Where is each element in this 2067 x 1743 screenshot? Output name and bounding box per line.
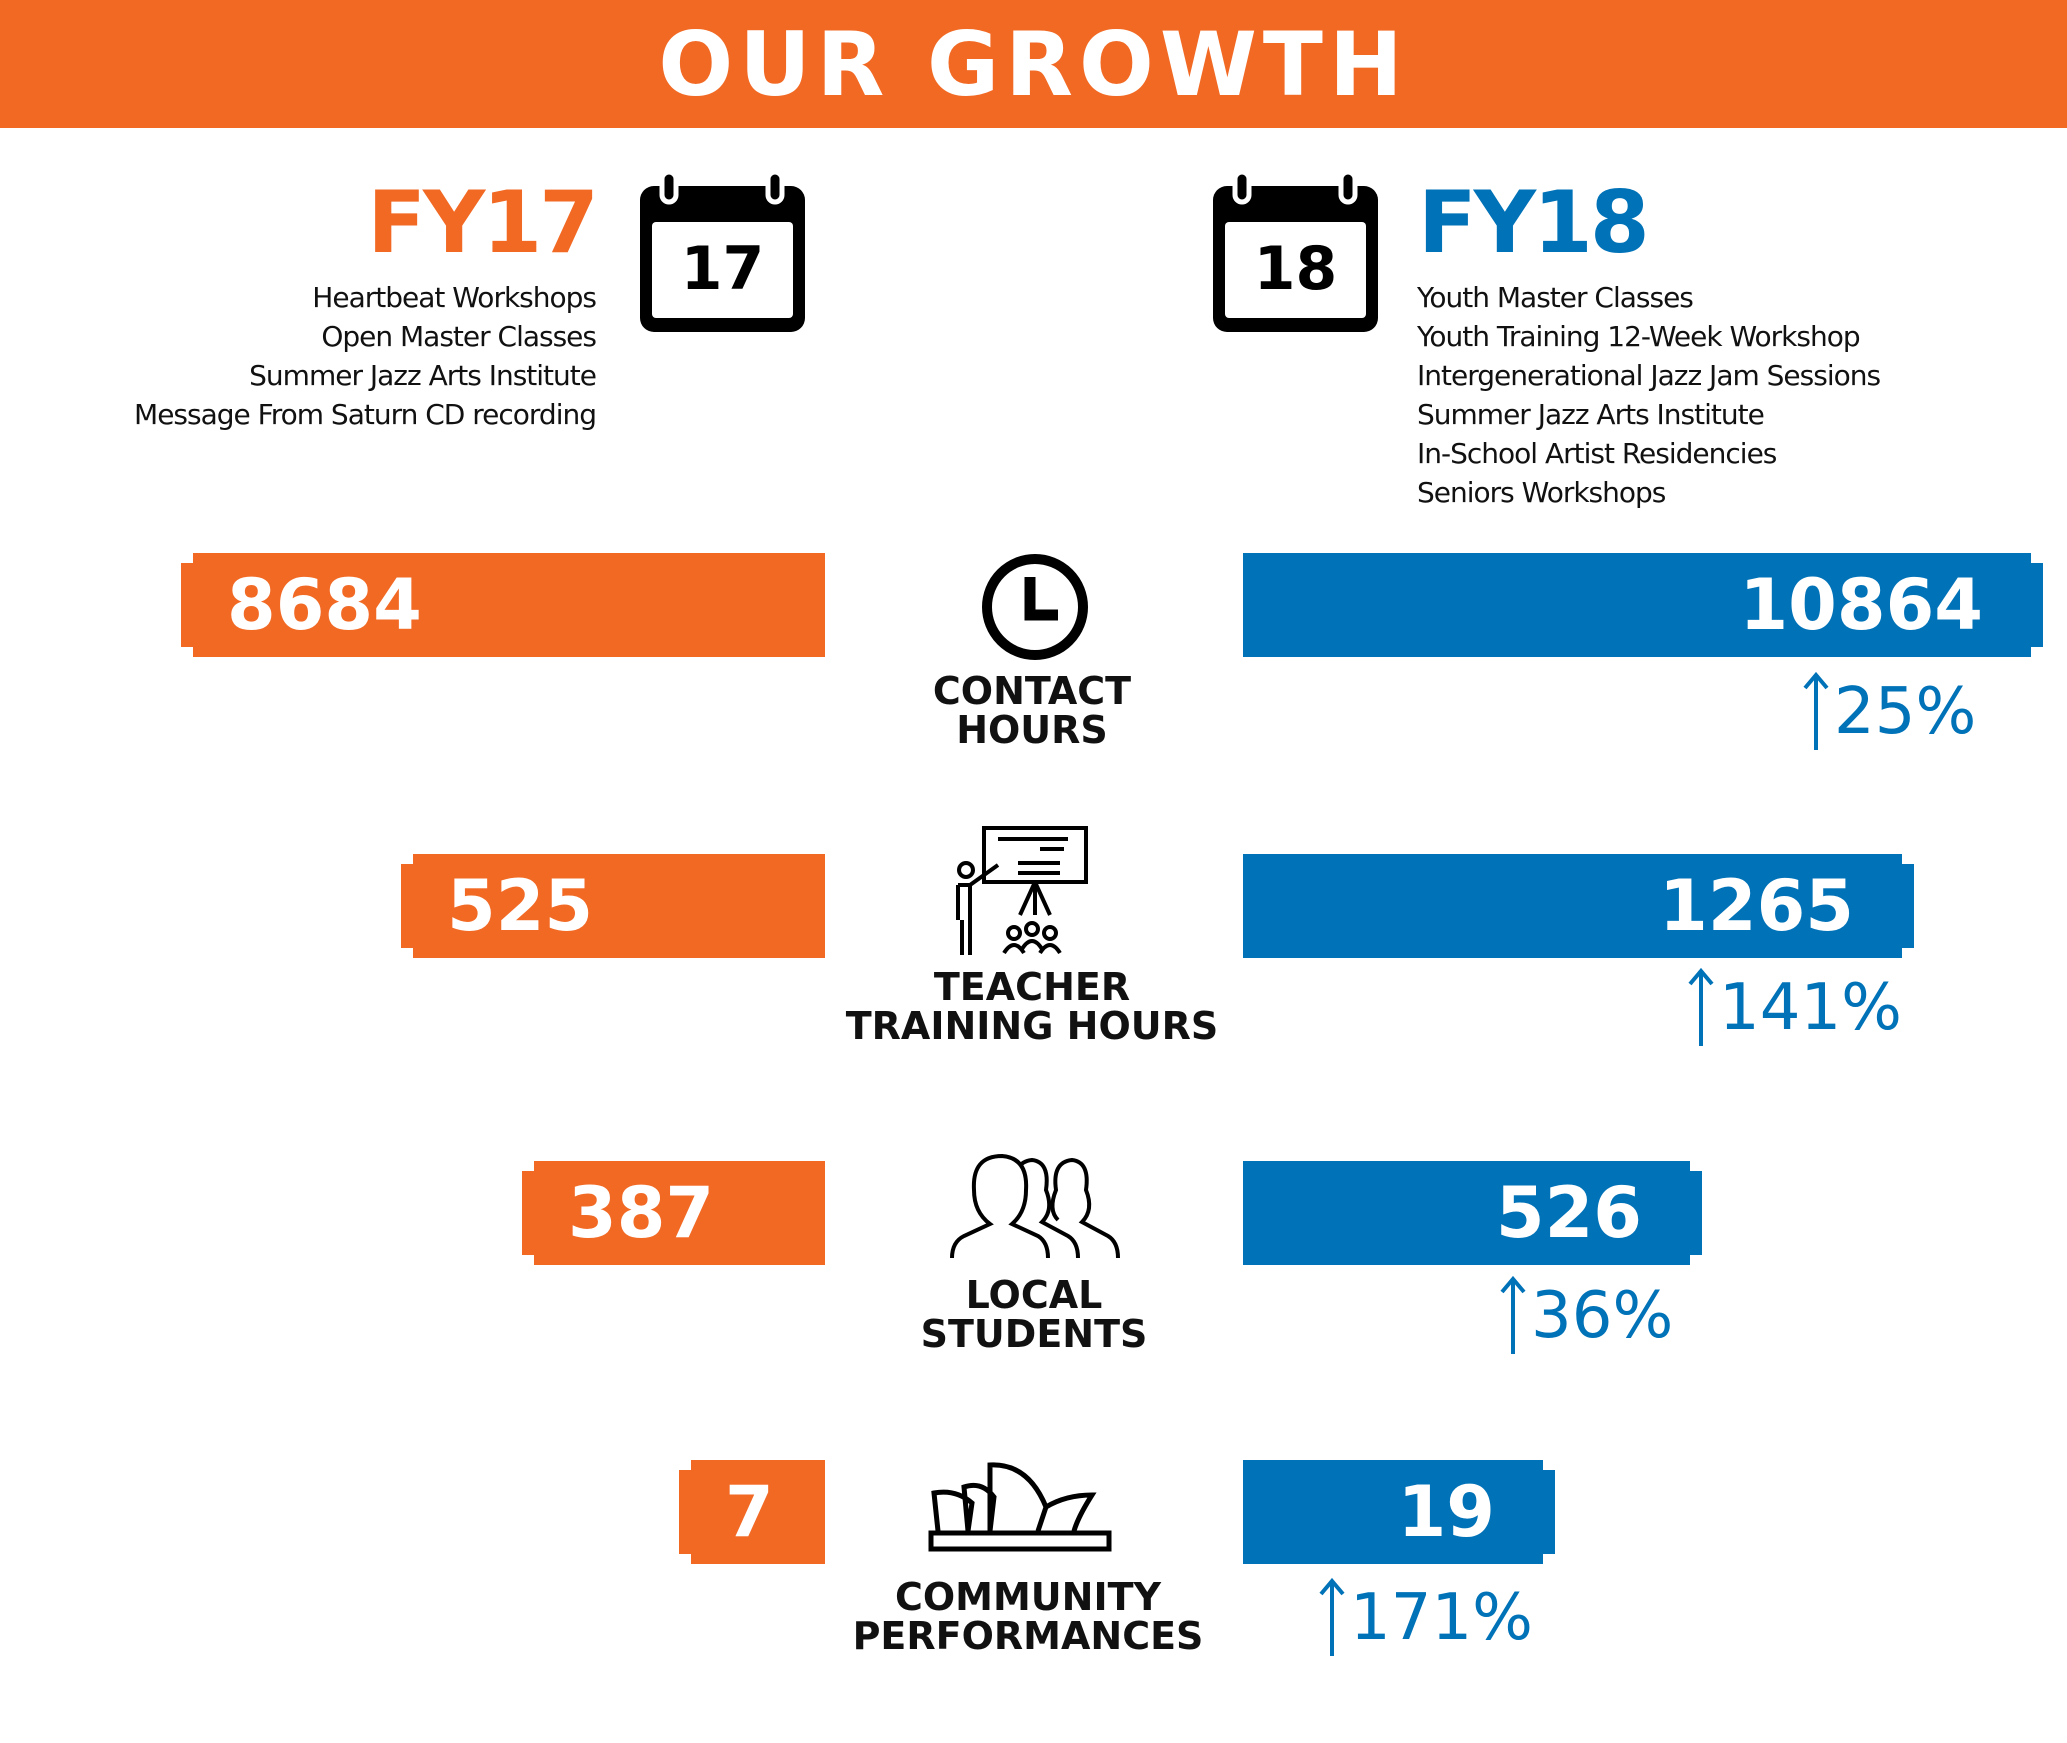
change-badge: 36% xyxy=(1499,1276,1673,1356)
metric-label-contact-hours: CONTACT HOURS xyxy=(822,672,1242,750)
change-value: 171% xyxy=(1350,1581,1533,1655)
list-item: Summer Jazz Arts Institute xyxy=(249,359,597,392)
opera-house-icon xyxy=(928,1455,1112,1553)
fy17-contact-hours-bar: 8684 xyxy=(181,553,825,657)
fy18-heading: FY18 xyxy=(1418,173,1650,273)
list-item: Heartbeat Workshops xyxy=(312,281,597,314)
calendar-number: 18 xyxy=(1253,234,1338,304)
fy18-program-list: Youth Master Classes Youth Training 12-W… xyxy=(1417,278,1881,512)
list-item: Summer Jazz Arts Institute xyxy=(1417,398,1765,431)
change-badge: 141% xyxy=(1687,968,1902,1048)
fy18-teacher-training-bar: 1265 xyxy=(1243,854,1914,958)
list-item: Message From Saturn CD recording xyxy=(134,398,597,431)
fy18-contact-hours-bar: 10864 xyxy=(1243,553,2043,657)
change-badge: 25% xyxy=(1802,672,1976,752)
bar-value: 7 xyxy=(725,1471,774,1553)
list-item: Youth Master Classes xyxy=(1417,281,1694,314)
label-line: HOURS xyxy=(956,708,1108,752)
bar-value: 1265 xyxy=(1659,865,1854,947)
bar-value: 525 xyxy=(447,865,594,947)
fy17-local-students-bar: 387 xyxy=(522,1161,825,1265)
bar-value: 526 xyxy=(1495,1172,1642,1254)
bar-value: 8684 xyxy=(227,564,422,646)
calendar-icon: 17 xyxy=(640,169,805,332)
fy18-community-performances-bar: 19 xyxy=(1243,1460,1555,1564)
fy18-local-students-bar: 526 xyxy=(1243,1161,1702,1265)
list-item: In-School Artist Residencies xyxy=(1417,437,1777,470)
label-line: CONTACT xyxy=(932,669,1132,713)
students-icon xyxy=(948,1150,1122,1262)
label-line: STUDENTS xyxy=(920,1312,1148,1356)
fy17-community-performances-bar: 7 xyxy=(679,1460,825,1564)
teacher-presentation-icon xyxy=(948,825,1090,957)
bar-value: 10864 xyxy=(1739,564,1983,646)
arrow-up-icon xyxy=(1688,968,1714,1046)
bar-value: 19 xyxy=(1397,1471,1495,1553)
arrow-up-icon xyxy=(1319,1578,1345,1656)
metric-label-local-students: LOCAL STUDENTS xyxy=(824,1276,1244,1354)
label-line: TRAINING HOURS xyxy=(845,1004,1219,1048)
arrow-up-icon xyxy=(1803,672,1829,750)
change-value: 25% xyxy=(1834,675,1977,749)
fy17-program-list: Heartbeat Workshops Open Master Classes … xyxy=(134,278,597,434)
label-line: LOCAL xyxy=(965,1273,1103,1317)
calendar-icon: 18 xyxy=(1213,169,1378,332)
metric-label-teacher-training-hours: TEACHER TRAINING HOURS xyxy=(822,968,1242,1046)
calendar-number: 17 xyxy=(680,234,765,304)
fy17-heading: FY17 xyxy=(367,173,599,273)
label-line: PERFORMANCES xyxy=(852,1614,1204,1658)
metric-label-community-performances: COMMUNITY PERFORMANCES xyxy=(818,1578,1238,1656)
fy17-teacher-training-bar: 525 xyxy=(401,854,825,958)
header-banner: OUR GROWTH xyxy=(0,0,2067,128)
change-value: 36% xyxy=(1531,1279,1674,1353)
label-line: COMMUNITY xyxy=(894,1575,1162,1619)
arrow-up-icon xyxy=(1500,1276,1526,1354)
page-title: OUR GROWTH xyxy=(658,12,1409,116)
list-item: Seniors Workshops xyxy=(1417,476,1666,509)
list-item: Open Master Classes xyxy=(321,320,597,353)
label-line: TEACHER xyxy=(933,965,1131,1009)
list-item: Youth Training 12-Week Workshop xyxy=(1417,320,1861,353)
bar-value: 387 xyxy=(568,1172,715,1254)
change-value: 141% xyxy=(1719,971,1902,1045)
clock-icon xyxy=(980,553,1090,661)
list-item: Intergenerational Jazz Jam Sessions xyxy=(1417,359,1881,392)
change-badge: 171% xyxy=(1318,1578,1533,1658)
